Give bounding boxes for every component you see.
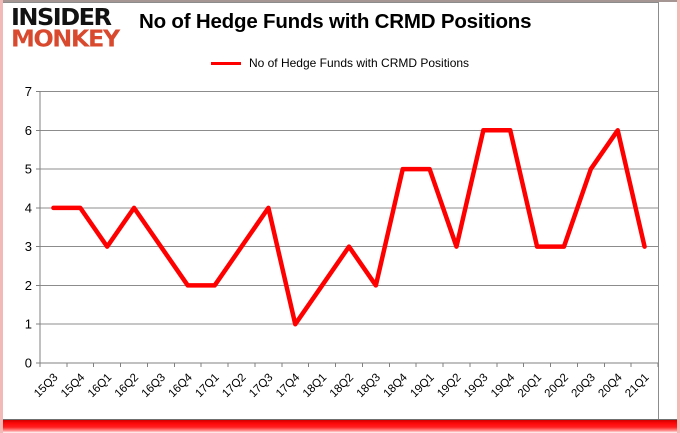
x-tick-label: 16Q4 xyxy=(167,371,196,400)
x-tick-label: 18Q4 xyxy=(381,371,410,400)
chart-frame-border xyxy=(2,2,659,420)
chart-title: No of Hedge Funds with CRMD Positions xyxy=(139,10,532,33)
y-tick-label: 7 xyxy=(25,84,32,99)
page-border-right xyxy=(677,0,680,433)
x-tick-label: 16Q2 xyxy=(113,372,141,400)
y-tick-label: 3 xyxy=(25,239,32,254)
x-tick-label: 16Q1 xyxy=(86,372,114,400)
y-tick-label: 1 xyxy=(25,317,32,332)
series-line xyxy=(51,128,647,327)
series-polyline xyxy=(51,128,647,327)
y-tick-label: 4 xyxy=(25,200,32,215)
x-tick-label: 15Q4 xyxy=(59,371,88,400)
y-tick-label: 5 xyxy=(25,162,32,177)
bottom-red-bar xyxy=(0,419,680,433)
x-tick-label: 19Q1 xyxy=(408,372,436,400)
x-tick-label: 19Q2 xyxy=(435,372,463,400)
x-tick-label: 17Q4 xyxy=(274,371,303,400)
x-tick-label: 20Q1 xyxy=(516,372,544,400)
x-axis-labels: 15Q315Q416Q116Q216Q316Q417Q117Q217Q317Q4… xyxy=(32,371,652,400)
x-tick-label: 18Q3 xyxy=(355,372,383,400)
y-axis-labels: 0 1 2 3 4 5 6 7 xyxy=(25,84,32,371)
x-tick-label: 17Q3 xyxy=(247,372,275,400)
legend-line-swatch xyxy=(210,61,241,65)
x-tick-label: 20Q2 xyxy=(543,372,571,400)
logo-text-insider: INSIDER xyxy=(11,3,112,31)
insider-monkey-logo: INSIDER MONKEY xyxy=(11,3,120,53)
page-border-top xyxy=(0,0,680,2)
legend-label: No of Hedge Funds with CRMD Positions xyxy=(248,56,470,70)
x-tick-label: 20Q4 xyxy=(596,371,625,400)
x-tick-label: 18Q2 xyxy=(328,372,356,400)
x-tick-label: 16Q3 xyxy=(140,372,168,400)
logo-text-monkey: MONKEY xyxy=(11,25,120,53)
x-tick-label: 17Q1 xyxy=(193,372,221,400)
x-tick-label: 19Q3 xyxy=(462,372,490,400)
chart-legend: No of Hedge Funds with CRMD Positions xyxy=(0,56,680,70)
x-tick-label: 15Q3 xyxy=(32,372,60,400)
y-tick-label: 2 xyxy=(25,278,32,293)
x-tick-label: 19Q4 xyxy=(489,371,518,400)
axes xyxy=(36,91,659,367)
y-tick-label: 0 xyxy=(25,356,32,371)
page-border-left xyxy=(0,0,3,433)
x-tick-label: 20Q3 xyxy=(570,372,598,400)
x-tick-label: 18Q1 xyxy=(301,372,329,400)
y-tick-label: 6 xyxy=(25,123,32,138)
x-tick-label: 17Q2 xyxy=(220,372,248,400)
x-tick-label: 21Q1 xyxy=(623,372,651,400)
